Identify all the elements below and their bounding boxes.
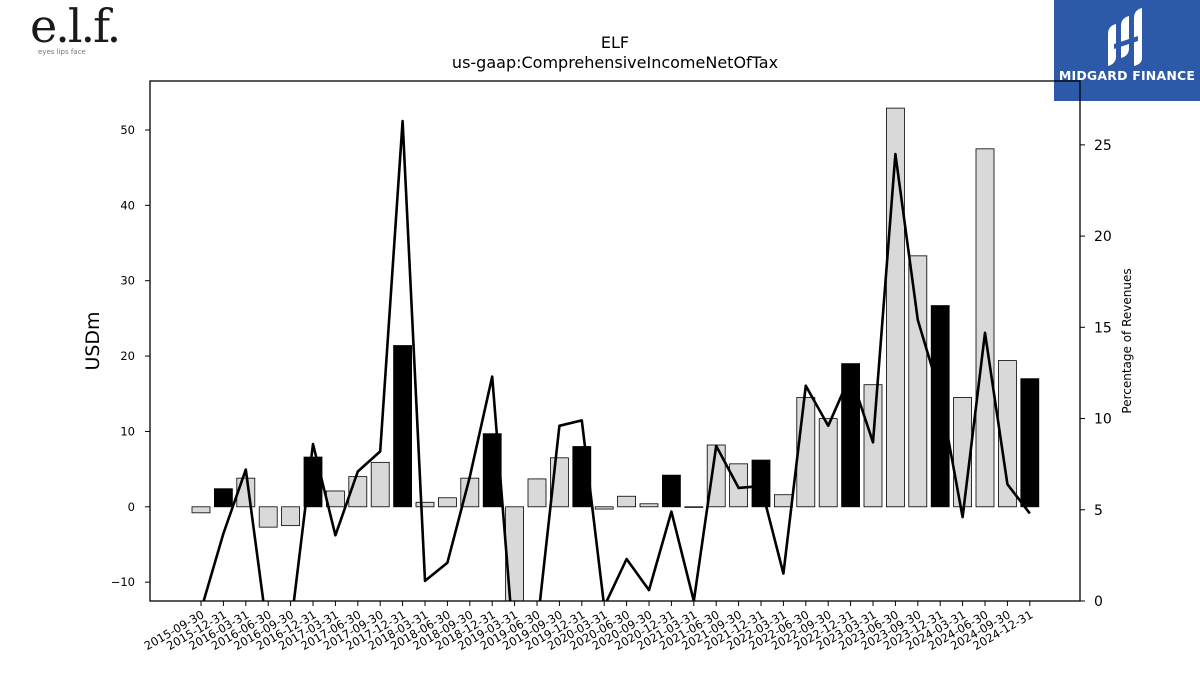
- bar-2023-12-31: [930, 305, 950, 508]
- bar-2022-09-30: [818, 418, 838, 508]
- y2-tick-label: 0: [1094, 594, 1103, 610]
- bar-series: [191, 107, 1040, 602]
- y2-tick-label: 25: [1094, 138, 1112, 154]
- elf-logo-tagline: eyes lips face: [38, 48, 86, 56]
- bar-2023-03-31: [863, 384, 883, 508]
- chart-subtitle: us-gaap:ComprehensiveIncomeNetOfTax: [452, 53, 778, 72]
- y-tick-label: 20: [120, 349, 135, 363]
- midgard-logo-text: MIDGARD FINANCE: [1058, 68, 1196, 83]
- bar-2020-06-30: [617, 495, 636, 508]
- y-tick-label: 30: [120, 274, 135, 288]
- bar-2023-09-30: [908, 255, 928, 508]
- bar-2020-09-30: [639, 503, 659, 508]
- bar-2019-06-30: [527, 478, 547, 508]
- midgard-finance-logo: MIDGARD FINANCE: [1054, 0, 1200, 101]
- bar-2016-09-30: [281, 506, 301, 527]
- bar-2022-06-30: [796, 397, 816, 508]
- bar-2022-03-31: [774, 494, 793, 508]
- axes: −100102030405005101520252015-09-302015-1…: [111, 123, 1112, 653]
- bar-2017-12-31: [393, 345, 413, 508]
- y2-tick-label: 20: [1094, 229, 1112, 245]
- chart-title: ELF: [601, 33, 629, 52]
- bar-2020-03-31: [594, 506, 614, 510]
- bar-2018-06-30: [437, 497, 457, 508]
- y-tick-label: 40: [120, 198, 135, 212]
- percentage-of-revenues-line: [202, 119, 1031, 601]
- line-series: [202, 119, 1031, 601]
- bar-2021-03-31: [684, 506, 704, 508]
- bar-2015-09-30: [191, 506, 211, 514]
- y2-tick-label: 5: [1094, 503, 1103, 519]
- bar-2015-12-31: [213, 488, 233, 508]
- y2-tick-label: 10: [1094, 412, 1112, 428]
- bar-2024-09-30: [998, 360, 1017, 508]
- bar-2024-03-31: [953, 397, 972, 508]
- y-tick-label: 10: [120, 424, 135, 438]
- y-tick-label: 50: [120, 123, 135, 137]
- bar-2016-06-30: [258, 506, 278, 528]
- bar-2016-03-31: [236, 477, 256, 508]
- y-tick-label: 0: [128, 500, 135, 514]
- plot-frame: [149, 80, 1081, 602]
- bar-2020-12-31: [662, 474, 681, 508]
- y2-tick-label: 15: [1094, 320, 1112, 336]
- y2-axis-label: Percentage of Revenues: [1120, 268, 1134, 413]
- y-axis-label: USDm: [82, 311, 104, 370]
- bar-2024-12-31: [1020, 378, 1040, 508]
- bar-2022-12-31: [841, 363, 860, 508]
- midgard-mark-icon: [1108, 8, 1142, 66]
- bar-2018-12-31: [482, 433, 502, 508]
- bar-2018-03-31: [415, 501, 435, 508]
- bar-2021-12-31: [751, 459, 771, 508]
- bar-2017-09-30: [370, 461, 390, 508]
- y-tick-label: −10: [111, 575, 135, 589]
- bar-2024-06-30: [975, 148, 995, 508]
